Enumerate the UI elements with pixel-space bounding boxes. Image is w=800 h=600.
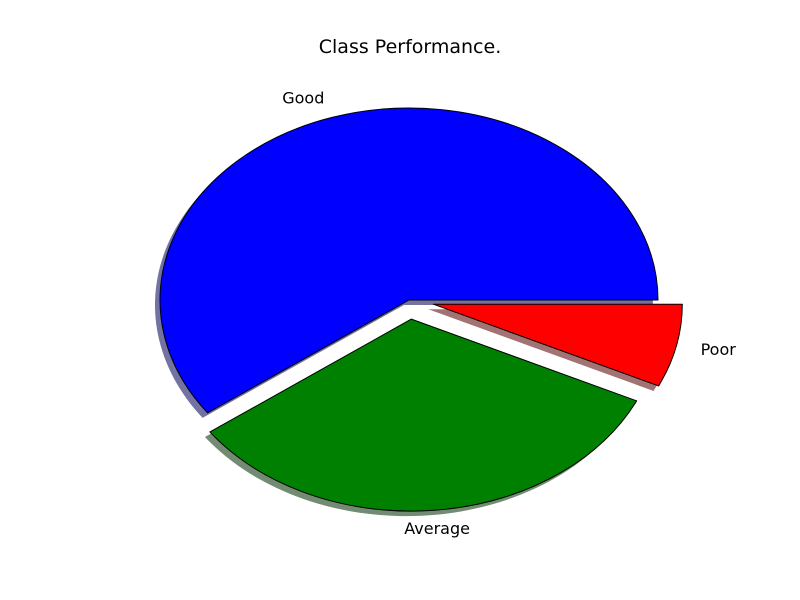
pie-slice-average — [209, 318, 638, 512]
chart-title: Class Performance. — [319, 36, 501, 58]
slice-label-average: Average — [404, 519, 470, 538]
slice-label-poor: Poor — [701, 340, 737, 359]
slice-label-good: Good — [282, 89, 324, 108]
pie-slice-poor — [432, 303, 683, 387]
slice-layer — [159, 107, 683, 512]
label-layer: Good Average Poor — [282, 89, 736, 538]
pie-slice-good — [159, 107, 659, 414]
